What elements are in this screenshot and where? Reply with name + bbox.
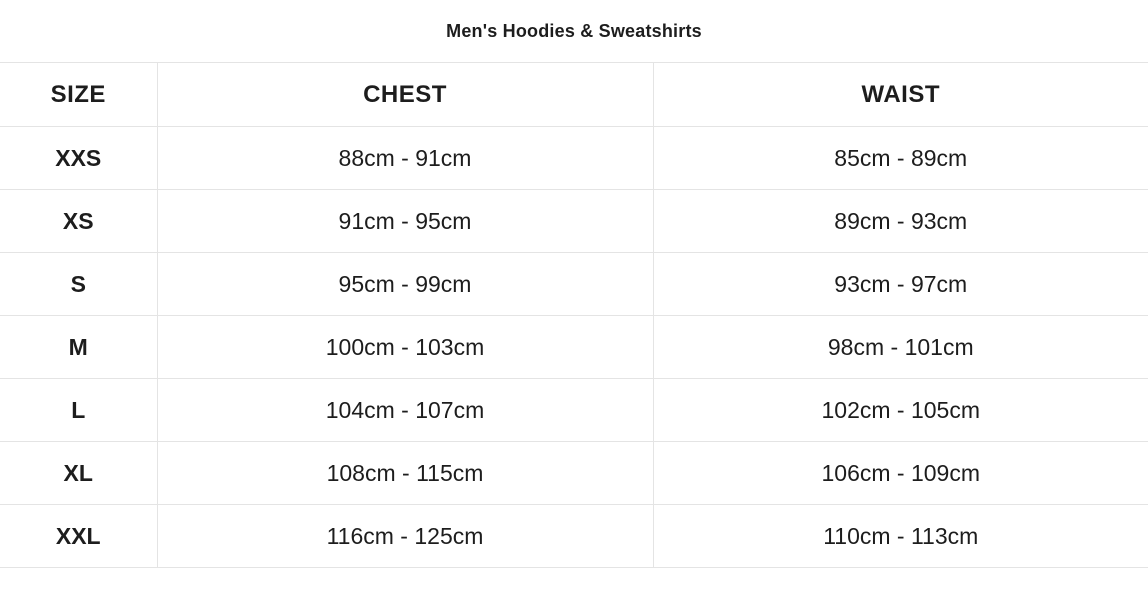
chest-cell: 100cm - 103cm bbox=[157, 315, 654, 379]
waist-cell: 102cm - 105cm bbox=[653, 378, 1148, 442]
table-row: XXL 116cm - 125cm 110cm - 113cm bbox=[0, 504, 1148, 568]
table-row: XXS 88cm - 91cm 85cm - 89cm bbox=[0, 126, 1148, 190]
table-row: M 100cm - 103cm 98cm - 101cm bbox=[0, 315, 1148, 379]
page-title: Men's Hoodies & Sweatshirts bbox=[446, 20, 702, 41]
chest-cell: 88cm - 91cm bbox=[157, 126, 654, 190]
size-cell: L bbox=[0, 378, 158, 442]
chest-cell: 104cm - 107cm bbox=[157, 378, 654, 442]
size-cell: XS bbox=[0, 189, 158, 253]
table-row: L 104cm - 107cm 102cm - 105cm bbox=[0, 378, 1148, 442]
waist-cell: 110cm - 113cm bbox=[653, 504, 1148, 568]
waist-cell: 85cm - 89cm bbox=[653, 126, 1148, 190]
waist-column-header: WAIST bbox=[653, 62, 1148, 127]
table-row: XL 108cm - 115cm 106cm - 109cm bbox=[0, 441, 1148, 505]
size-cell: M bbox=[0, 315, 158, 379]
chest-cell: 116cm - 125cm bbox=[157, 504, 654, 568]
size-cell: XXL bbox=[0, 504, 158, 568]
chest-cell: 91cm - 95cm bbox=[157, 189, 654, 253]
table-row: S 95cm - 99cm 93cm - 97cm bbox=[0, 252, 1148, 316]
header-row: SIZE CHEST WAIST bbox=[0, 62, 1148, 127]
chest-column-header: CHEST bbox=[157, 62, 654, 127]
waist-cell: 106cm - 109cm bbox=[653, 441, 1148, 505]
waist-cell: 93cm - 97cm bbox=[653, 252, 1148, 316]
table-row: XS 91cm - 95cm 89cm - 93cm bbox=[0, 189, 1148, 253]
chest-cell: 95cm - 99cm bbox=[157, 252, 654, 316]
chest-cell: 108cm - 115cm bbox=[157, 441, 654, 505]
waist-cell: 98cm - 101cm bbox=[653, 315, 1148, 379]
title-bar: Men's Hoodies & Sweatshirts bbox=[0, 0, 1148, 62]
size-chart-table: SIZE CHEST WAIST XXS 88cm - 91cm 85cm - … bbox=[0, 62, 1148, 568]
size-column-header: SIZE bbox=[0, 62, 158, 127]
size-cell: XL bbox=[0, 441, 158, 505]
waist-cell: 89cm - 93cm bbox=[653, 189, 1148, 253]
size-cell: XXS bbox=[0, 126, 158, 190]
size-cell: S bbox=[0, 252, 158, 316]
